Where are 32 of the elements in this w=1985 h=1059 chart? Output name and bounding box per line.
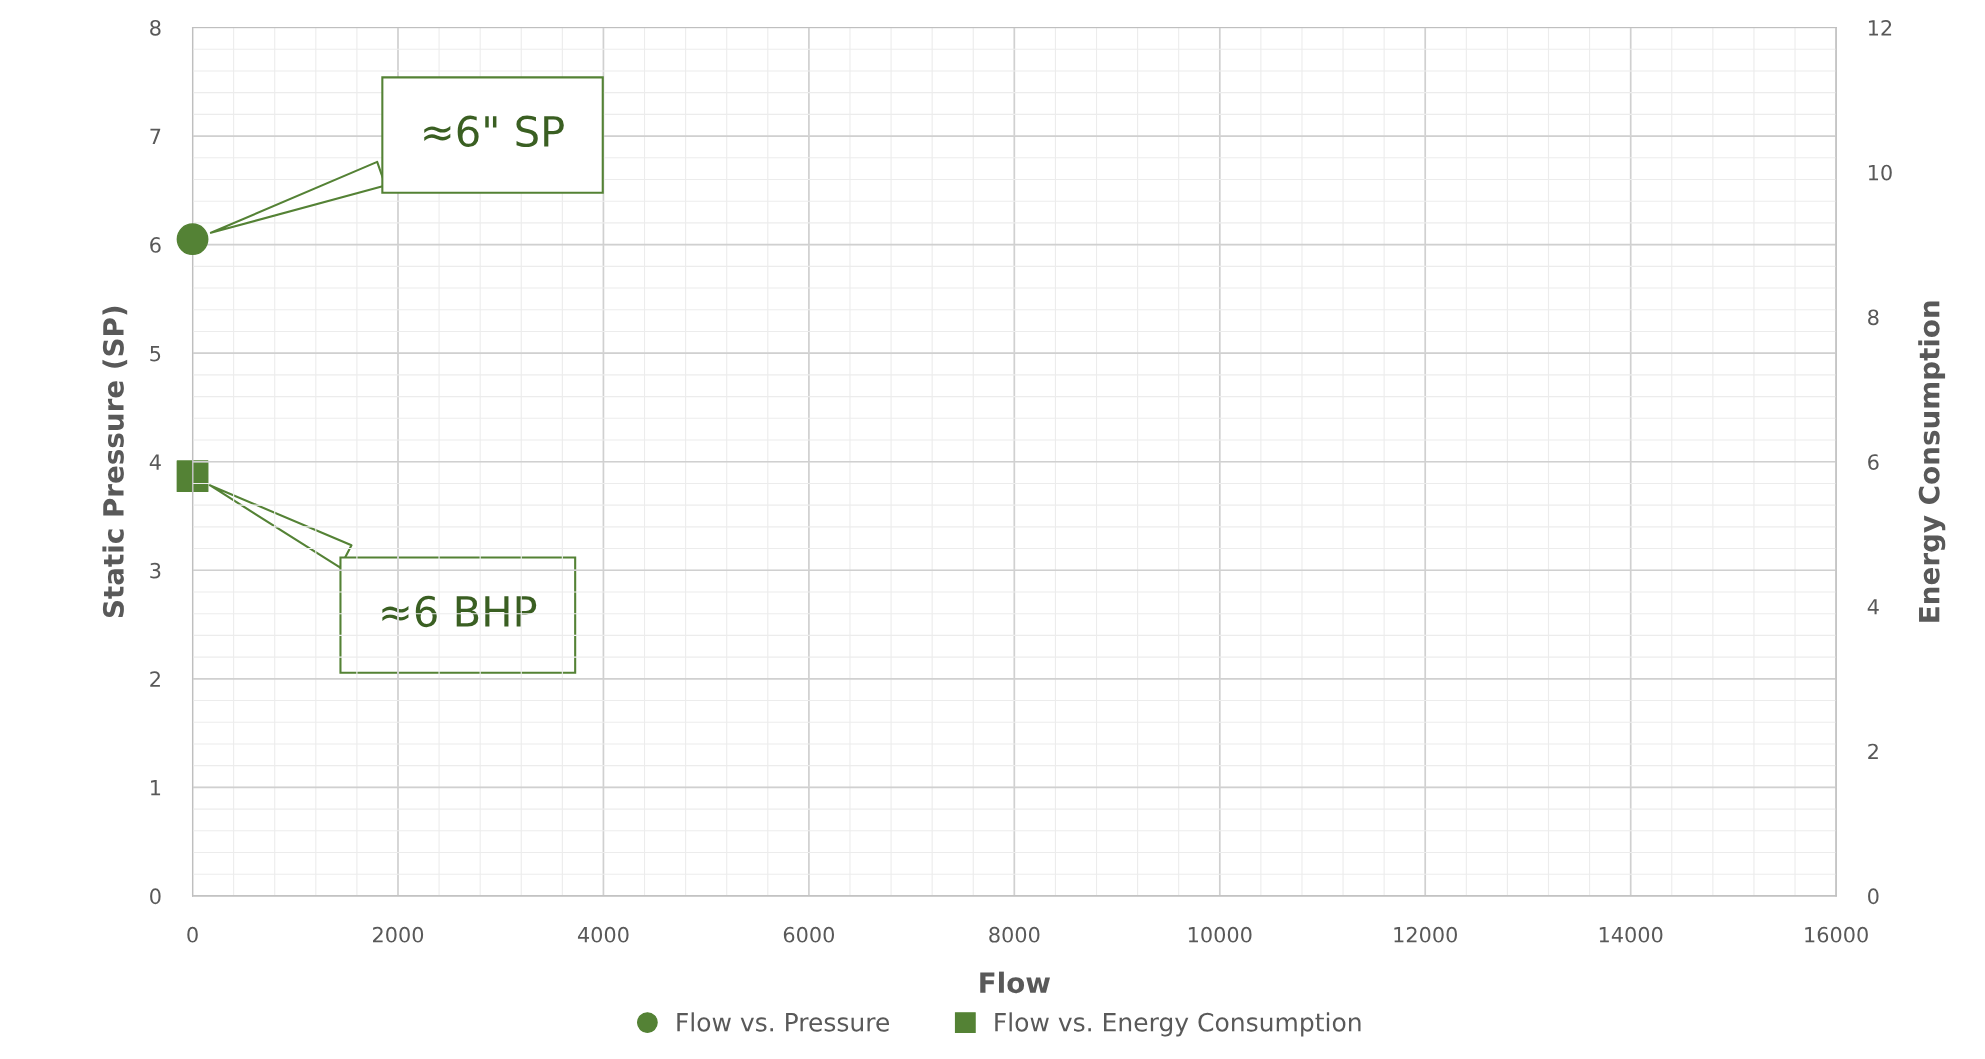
y2-tick-label: 0 bbox=[1868, 888, 1879, 905]
y2-tick-label: 2 bbox=[1868, 743, 1878, 760]
x-tick-label: 14000 bbox=[1599, 926, 1663, 943]
x-tick-label: 10000 bbox=[1188, 926, 1252, 943]
y-tick-label: 1 bbox=[151, 780, 161, 796]
y2-tick-label: 6 bbox=[1868, 454, 1879, 470]
y-tick-label: 3 bbox=[150, 562, 161, 579]
y2-tick-label: 12 bbox=[1868, 19, 1892, 36]
y2-tick-label: 4 bbox=[1867, 599, 1879, 615]
x-tick-label: 16000 bbox=[1805, 926, 1868, 943]
x-tick-label: 2000 bbox=[373, 926, 424, 943]
y-tick-label: 0 bbox=[150, 888, 161, 905]
annotation: ≈6 BHP bbox=[382, 595, 537, 628]
y-tick-label: 7 bbox=[150, 128, 161, 144]
y-tick-label: 4 bbox=[149, 454, 161, 470]
legend-label: Flow vs. Pressure bbox=[677, 1012, 890, 1032]
annotation: ≈6" SP bbox=[424, 115, 564, 148]
y2-tick-label: 10 bbox=[1868, 164, 1892, 181]
y2-tick-label: 8 bbox=[1868, 309, 1879, 326]
x-tick-label: 0 bbox=[187, 926, 198, 943]
y-tick-label: 6 bbox=[150, 237, 161, 253]
y-tick-label: 2 bbox=[150, 671, 160, 687]
x-tick-label: 8000 bbox=[989, 926, 1040, 943]
x-axis-title: Flow bbox=[980, 971, 1050, 994]
x-tick-label: 12000 bbox=[1394, 926, 1457, 943]
x-tick-label: 4000 bbox=[577, 926, 629, 943]
y2-axis-title: Energy Consumption bbox=[1918, 301, 1946, 622]
y-tick-label: 5 bbox=[150, 345, 161, 362]
y-axis-title: Static Pressure (SP) bbox=[102, 306, 128, 618]
x-tick-label: 6000 bbox=[783, 926, 835, 943]
legend-label: Flow vs. Energy Consumption bbox=[995, 1012, 1361, 1037]
y-tick-label: 8 bbox=[150, 19, 161, 36]
